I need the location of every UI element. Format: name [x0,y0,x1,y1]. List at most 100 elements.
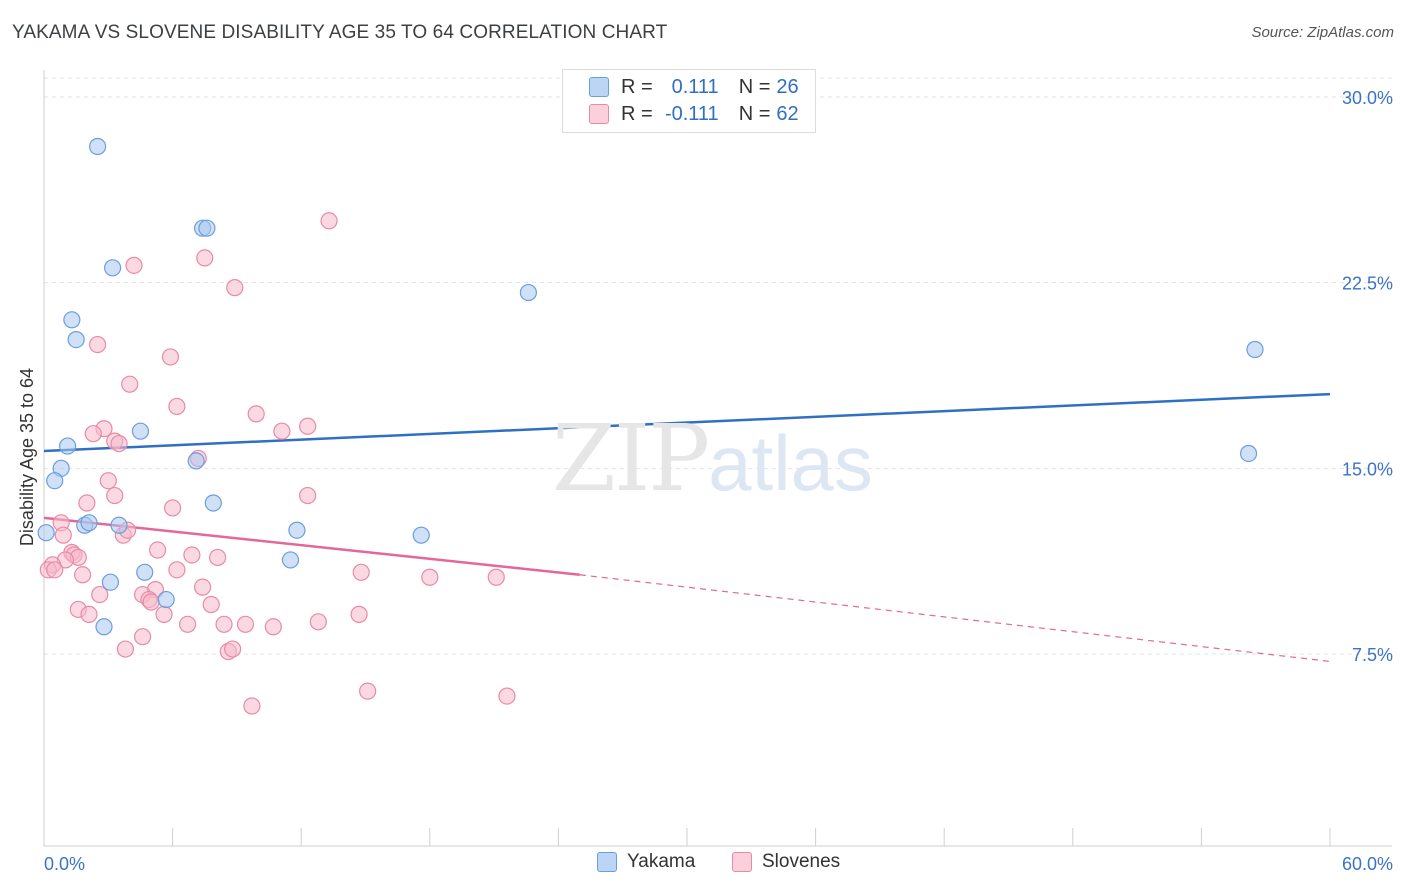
point-slovenes [264,618,282,636]
bottom-legend-swatch-slovenes [732,852,752,872]
point-slovenes [168,561,186,579]
bottom-legend-yakama: Yakama [597,851,695,873]
legend-r-value: -0.111 [664,102,719,125]
point-slovenes [224,640,242,658]
point-slovenes [209,548,227,567]
point-slovenes [183,546,201,564]
point-yakama [198,219,216,237]
point-slovenes [168,397,186,416]
watermark-atlas: atlas [708,419,873,507]
point-slovenes [247,405,265,423]
grid-layer [44,77,1392,655]
point-yakama [101,573,120,591]
point-slovenes [350,605,368,623]
point-slovenes [80,605,98,623]
point-yakama [519,283,537,302]
y-tick-label: 30.0% [1342,88,1393,108]
point-slovenes [142,593,160,611]
point-slovenes [498,687,516,705]
point-slovenes [243,697,261,715]
label-layer: 7.5% 15.0% 22.5% 30.0% 0.0% 60.0% [44,88,1393,874]
point-slovenes [164,499,182,517]
point-yakama [1239,444,1258,463]
chart-title: YAKAMA VS SLOVENE DISABILITY AGE 35 TO 6… [12,22,668,43]
point-yakama [58,437,77,455]
bottom-legend-label-slovenes: Slovenes [762,851,841,872]
point-slovenes [110,434,128,453]
y-tick-label: 7.5% [1352,645,1393,665]
point-yakama [110,516,128,534]
bottom-legend-swatch-yakama [597,852,617,872]
point-yakama [37,524,55,542]
point-slovenes [215,615,233,633]
point-yakama [136,563,154,581]
points-layer [37,137,1264,715]
point-slovenes [352,563,370,581]
point-slovenes [320,212,338,230]
point-slovenes [161,348,180,366]
point-slovenes [421,568,439,586]
point-yakama [187,452,205,470]
point-slovenes [359,682,377,700]
legend-n-label: N = [738,75,771,98]
point-slovenes [73,566,92,584]
point-yakama [281,551,300,569]
point-yakama [103,259,122,277]
point-yakama [67,331,85,349]
axis-layer [43,70,1392,847]
point-yakama [63,311,81,329]
point-slovenes [487,568,505,586]
watermark-zip: ZIP [552,405,710,512]
point-slovenes [194,578,212,596]
legend-row-yakama: R = 0.111 N = 26 [589,75,799,99]
trend-line-dashed-slovenes [579,574,1331,663]
legend-r-value: 0.111 [671,75,719,98]
point-yakama [95,618,113,636]
legend-n-value: 26 [776,75,799,98]
point-slovenes [202,595,220,614]
y-tick-label: 22.5% [1342,274,1393,294]
legend-row-slovenes: R = -0.111 N = 62 [589,102,799,126]
legend-swatch-yakama [589,77,609,97]
y-axis-title: Disability Age 35 to 64 [17,368,37,546]
point-slovenes [54,526,72,544]
legend-swatch-slovenes [589,104,609,124]
point-slovenes [106,486,124,505]
point-slovenes [299,417,317,435]
point-slovenes [116,640,135,658]
point-yakama [46,472,64,490]
point-yakama [157,590,175,609]
point-slovenes [148,541,167,559]
point-slovenes [84,425,102,443]
point-yakama [131,422,150,440]
point-slovenes [133,628,152,646]
point-slovenes [121,375,139,393]
point-yakama [412,526,430,544]
point-slovenes [273,422,291,440]
point-yakama [80,514,98,532]
trend-line-yakama [43,392,1331,453]
legend-n-value: 62 [776,102,799,125]
chart-source: Source: ZipAtlas.com [1251,24,1394,41]
x-tick-label: 60.0% [1342,854,1393,874]
watermark: ZIPatlas [552,405,873,512]
point-yakama [288,521,306,539]
point-slovenes [309,613,327,631]
point-slovenes [78,494,96,512]
legend-box: R = 0.111 N = 26 R = -0.111 N = 62 [562,69,816,133]
legend-r-label: R = [621,75,653,98]
point-slovenes [99,472,117,490]
point-yakama [1246,340,1264,359]
bottom-legend-label-yakama: Yakama [627,851,696,872]
point-yakama [88,137,107,156]
point-slovenes [155,605,173,623]
point-slovenes [196,249,214,267]
point-slovenes [236,615,255,633]
y-tick-label: 15.0% [1342,459,1393,479]
point-yakama [204,494,222,512]
point-slovenes [299,486,317,505]
point-slovenes [88,335,107,354]
point-slovenes [125,256,143,274]
x-tick-label: 0.0% [44,854,85,874]
